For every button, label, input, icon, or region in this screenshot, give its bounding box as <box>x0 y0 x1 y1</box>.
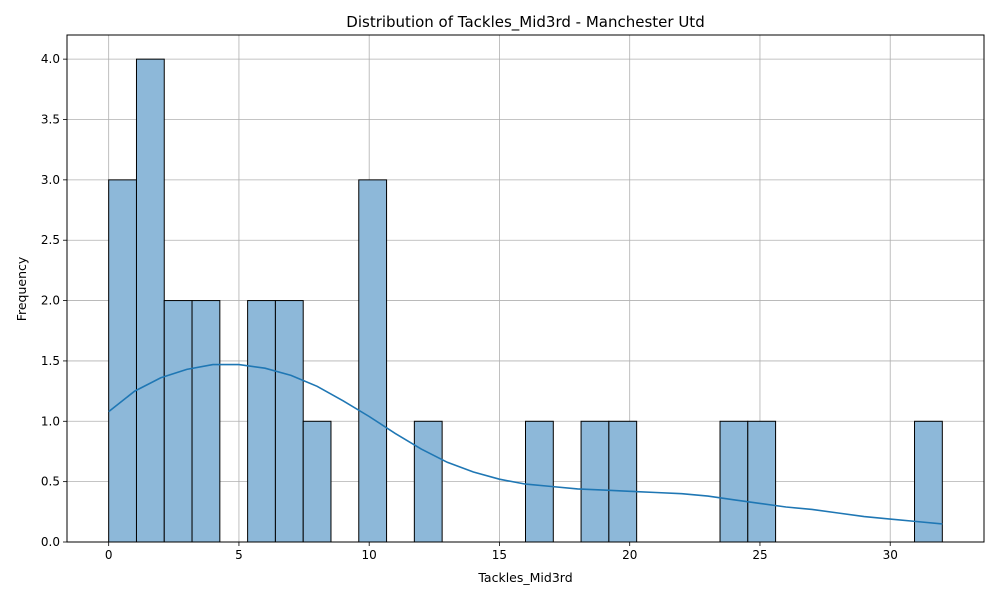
x-axis-label: Tackles_Mid3rd <box>477 570 572 585</box>
x-tick-label: 10 <box>362 548 377 562</box>
histogram-bar <box>302 420 332 543</box>
x-tick-label: 5 <box>235 548 243 562</box>
histogram-bar <box>247 300 276 543</box>
x-tick-label: 30 <box>883 548 898 562</box>
histogram-bar <box>274 300 304 543</box>
histogram-bar <box>108 179 137 543</box>
y-tick-label: 0.5 <box>41 475 60 489</box>
x-tick-label: 25 <box>752 548 767 562</box>
y-tick-label: 3.5 <box>41 113 60 127</box>
x-tick-label: 20 <box>622 548 637 562</box>
histogram-bar <box>719 420 749 543</box>
histogram-bar <box>580 420 610 543</box>
histogram-bar <box>413 420 443 543</box>
chart-title: Distribution of Tackles_Mid3rd - Manches… <box>346 13 704 32</box>
histogram-bar <box>191 300 221 543</box>
kde-layer <box>108 363 943 525</box>
x-tick-label: 0 <box>105 548 113 562</box>
histogram-bar <box>747 420 777 543</box>
histogram-bar <box>135 58 165 543</box>
y-tick-label: 1.5 <box>41 354 60 368</box>
ticks-layer: 0 5 10 15 20 25 30 0.0 0.5 1.0 1.5 2.0 2.5 3.0 3.5 4.0 <box>41 52 898 562</box>
y-tick-label: 4.0 <box>41 52 60 66</box>
plot-frame <box>66 34 985 543</box>
x-tick-label: 15 <box>492 548 507 562</box>
bars-layer <box>108 58 943 543</box>
kde-curve <box>108 363 943 525</box>
histogram-bar <box>525 420 554 543</box>
y-tick-label: 0.0 <box>41 535 60 549</box>
histogram-bar <box>608 420 638 543</box>
y-tick-label: 2.0 <box>41 294 60 308</box>
y-axis-label: Frequency <box>14 256 29 321</box>
y-tick-label: 1.0 <box>41 414 60 428</box>
y-tick-label: 2.5 <box>41 233 60 247</box>
histogram-bar <box>163 300 193 543</box>
histogram-bar <box>358 179 388 543</box>
y-tick-label: 3.0 <box>41 173 60 187</box>
